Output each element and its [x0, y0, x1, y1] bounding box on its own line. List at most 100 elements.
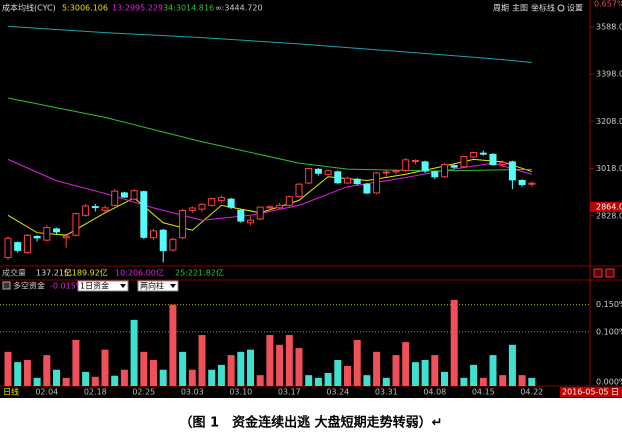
fund-bar	[247, 349, 254, 386]
fund-bar	[344, 365, 351, 386]
y-tick-label: 3208.0	[596, 117, 622, 126]
help-icon[interactable]	[2, 281, 11, 290]
style-dropdown-text[interactable]: 两向柱	[140, 281, 164, 291]
fund-bar	[111, 375, 119, 386]
candle-body	[421, 161, 429, 172]
y-tick-label: 2828.0	[596, 211, 622, 220]
style-dropdown[interactable]	[137, 280, 179, 292]
candle-body	[130, 190, 138, 200]
panel-button[interactable]	[593, 268, 603, 278]
fund-bar	[363, 375, 371, 386]
candle-body	[334, 171, 342, 184]
candle-body	[53, 228, 60, 233]
fund-bar	[421, 359, 429, 386]
fund-bar	[276, 344, 284, 386]
candle-body	[150, 230, 157, 239]
period-dropdown-text[interactable]: 1日资金	[80, 281, 109, 291]
fund-bar	[460, 377, 468, 386]
candle-body	[227, 198, 235, 208]
y-tick-label: 0.150%	[596, 300, 622, 309]
candle-body	[159, 229, 167, 252]
current-date: 2016-05-05 日	[562, 388, 619, 397]
candle-body	[62, 235, 70, 239]
candle-body	[14, 242, 22, 251]
fund-bar	[392, 355, 400, 386]
candle-body	[23, 234, 31, 254]
toolbar-button[interactable]: 周期	[493, 4, 509, 13]
x-tick-label: 03.10	[229, 388, 252, 397]
fund-bar	[188, 369, 196, 386]
fund-value: -0.015%	[50, 282, 84, 291]
fund-bar	[305, 375, 313, 386]
candle-body	[431, 171, 439, 178]
volume-average: 10:206.00亿	[115, 268, 164, 278]
y-tick-label: 0.000%	[596, 378, 622, 387]
panel-button[interactable]	[605, 268, 615, 278]
fund-bar	[382, 377, 390, 386]
candle-body	[353, 178, 361, 185]
toolbar-button[interactable]: 主图	[512, 3, 528, 13]
volume-value: 137.21亿	[36, 268, 72, 278]
candle-body	[169, 238, 177, 251]
ma-label: 13:2995.229	[112, 4, 163, 13]
candle-body	[489, 153, 497, 166]
x-tick-label: 02.04	[35, 388, 58, 397]
fund-bar	[169, 304, 177, 386]
ma-label: 34:3014.816	[163, 4, 214, 13]
candle-body	[217, 197, 225, 201]
fund-bar	[101, 349, 109, 386]
fund-bar	[43, 355, 51, 386]
candle-body	[208, 198, 216, 206]
candle-body	[382, 171, 390, 174]
x-tick-label: 04.22	[520, 388, 543, 397]
y-tick-label: 0.100%	[596, 327, 622, 336]
fund-bar	[373, 351, 381, 386]
settings-icon[interactable]	[557, 4, 565, 12]
period-label: 日线	[3, 387, 19, 397]
fund-bar	[479, 377, 487, 386]
fund-bar	[266, 335, 274, 386]
y-tick-label: 3018.0	[596, 164, 622, 173]
fund-bar	[508, 344, 516, 386]
candle-body	[470, 152, 478, 158]
fund-bar	[314, 377, 322, 386]
fund-bar	[518, 375, 526, 386]
dropdown-arrow[interactable]	[120, 284, 126, 288]
candle-body	[266, 206, 274, 209]
candle-body	[508, 161, 516, 181]
fund-bar	[179, 351, 187, 386]
fund-bar	[159, 369, 167, 386]
volume-average: 25:221.82亿	[175, 268, 224, 278]
indicator-title: 成本均线(CYC)	[2, 3, 56, 13]
fund-bar	[237, 351, 245, 386]
x-tick-label: 02.25	[132, 388, 155, 397]
dropdown-arrow[interactable]	[170, 284, 176, 288]
fund-bar	[450, 299, 458, 386]
candle-body	[237, 209, 245, 222]
candle-body	[285, 196, 293, 206]
background	[0, 0, 622, 398]
volume-average: 5:189.92亿	[64, 268, 108, 278]
candle-body	[314, 168, 322, 174]
fund-bar	[441, 371, 448, 386]
fund-bar	[198, 335, 206, 386]
candle-body	[518, 180, 526, 186]
candle-body	[411, 159, 419, 162]
candle-body	[363, 183, 371, 194]
date-box	[560, 387, 622, 397]
ma-label: 5:3006.106	[62, 4, 108, 13]
candle-body	[198, 203, 206, 210]
period-dropdown[interactable]	[77, 280, 129, 292]
fund-bar	[353, 339, 361, 386]
fund-bar	[217, 364, 225, 386]
toolbar-button[interactable]: 坐标线	[531, 3, 555, 13]
toolbar-button[interactable]: 设置	[567, 3, 583, 13]
fund-bar	[489, 355, 497, 386]
candle-body	[120, 192, 128, 198]
candle-body	[499, 161, 507, 165]
candle-body	[140, 191, 148, 238]
x-tick-label: 02.18	[84, 388, 107, 397]
candle-body	[188, 207, 196, 211]
